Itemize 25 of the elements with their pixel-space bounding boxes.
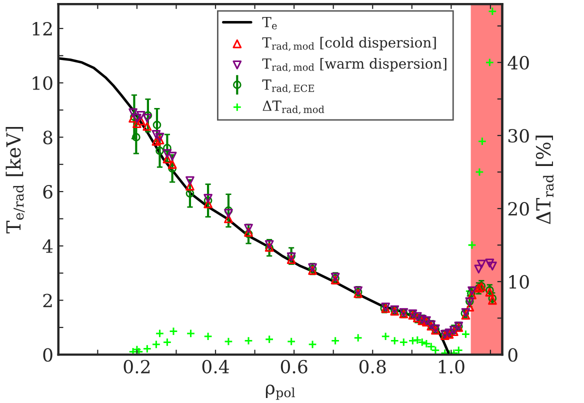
x-axis-title: ρ$_{pol}$	[266, 384, 295, 400]
y-tick-label: 0	[43, 348, 52, 362]
y-tick-label: 6	[43, 185, 52, 199]
y2-tick-label: 0	[508, 348, 518, 362]
y2-tick-label: 30	[508, 128, 529, 143]
x-tick-label: 0.2	[124, 360, 150, 374]
y-axis-title: T$_{e/rad}$ [keV]	[6, 126, 25, 234]
x-tick-label: 0.8	[359, 360, 386, 374]
y-tick-label: 12	[32, 22, 52, 36]
legend-label: T$_{e}$	[262, 16, 277, 30]
x-tick-label: 0.4	[202, 360, 229, 374]
x-tick-label: 0.6	[280, 360, 308, 374]
legend-label: T$_{rad,ECE}$	[262, 80, 314, 94]
y-tick-label: 10	[32, 76, 52, 90]
y2-tick-label: 20	[508, 202, 529, 216]
y2-tick-label: 40	[508, 56, 529, 70]
legend-label: T$_{rad,mod}$ [warm dispersion]	[262, 58, 446, 72]
y-tick-label: 8	[43, 130, 52, 144]
legend-label: ΔT$_{rad,mod}$	[262, 100, 324, 114]
x-tick-label: 1.0	[439, 360, 464, 374]
y2-axis-title: ΔT$_{rad}$ [%]	[536, 136, 554, 224]
legend-label: T$_{rad,mod}$ [cold dispersion]	[262, 36, 436, 51]
y-tick-label: 4	[42, 239, 53, 253]
y2-tick-label: 10	[509, 275, 529, 289]
y-tick-label: 2	[43, 294, 52, 308]
